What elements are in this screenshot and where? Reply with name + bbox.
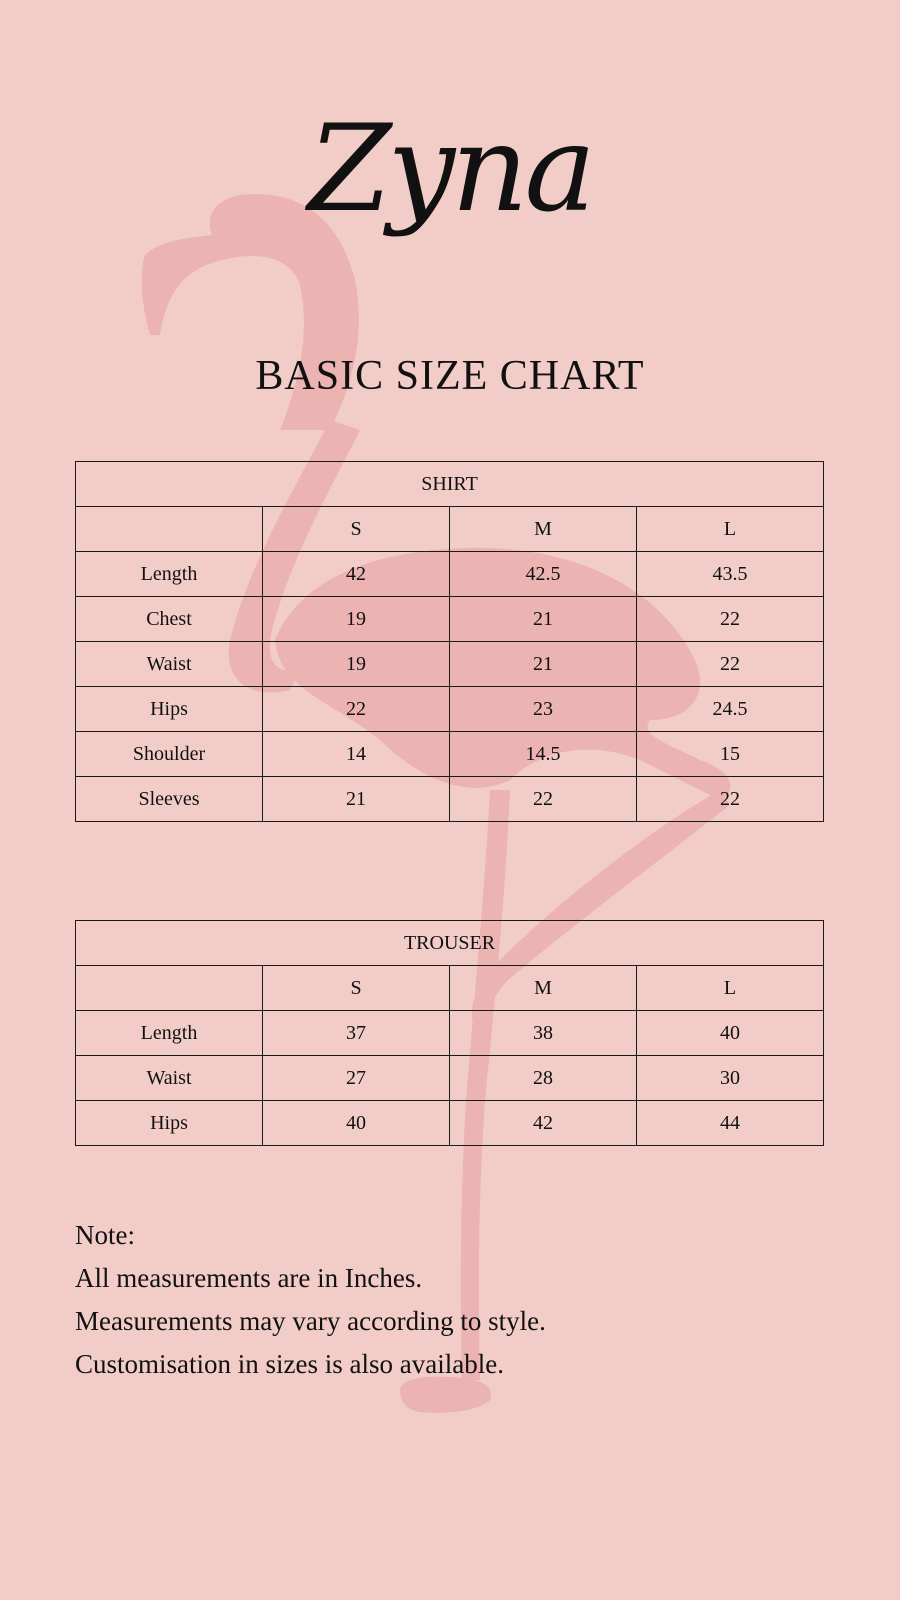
cell: 19: [262, 596, 450, 642]
brand-logo: Zyna: [308, 100, 596, 239]
table-row: Waist 19 21 22: [75, 641, 824, 687]
cell: 23: [449, 686, 637, 732]
cell: 21: [449, 641, 637, 687]
cell: 44: [636, 1100, 824, 1146]
cell: 22: [636, 596, 824, 642]
cell: 14: [262, 731, 450, 777]
note-line: Measurements may vary according to style…: [75, 1306, 546, 1336]
row-label: Shoulder: [75, 731, 263, 777]
table-title: SHIRT: [75, 461, 824, 507]
row-label: Hips: [75, 686, 263, 732]
cell: 24.5: [636, 686, 824, 732]
note-line: Customisation in sizes is also available…: [75, 1349, 504, 1379]
cell: 38: [449, 1010, 637, 1056]
row-label: Waist: [75, 641, 263, 687]
cell: 22: [449, 776, 637, 822]
cell: 42.5: [449, 551, 637, 597]
shirt-size-table: SHIRT S M L Length 42 42.5 43.5 Chest 19 21 22…: [75, 461, 824, 822]
size-header: M: [449, 506, 637, 552]
size-header: M: [449, 965, 637, 1011]
empty-cell: [75, 506, 263, 552]
table-row: Shoulder 14 14.5 15: [75, 731, 824, 777]
table-row: Chest 19 21 22: [75, 596, 824, 642]
cell: 37: [262, 1010, 450, 1056]
table-row: Length 37 38 40: [75, 1010, 824, 1056]
table-row: Hips 40 42 44: [75, 1100, 824, 1146]
note-heading: Note:: [75, 1220, 135, 1250]
size-header-row: S M L: [75, 506, 824, 552]
cell: 28: [449, 1055, 637, 1101]
row-label: Length: [75, 551, 263, 597]
cell: 15: [636, 731, 824, 777]
cell: 22: [262, 686, 450, 732]
note-section: Note: All measurements are in Inches. Me…: [75, 1214, 546, 1386]
cell: 40: [636, 1010, 824, 1056]
table-row: Sleeves 21 22 22: [75, 776, 824, 822]
table-row: Hips 22 23 24.5: [75, 686, 824, 732]
row-label: Chest: [75, 596, 263, 642]
cell: 42: [262, 551, 450, 597]
row-label: Hips: [75, 1100, 263, 1146]
cell: 21: [262, 776, 450, 822]
table-title: TROUSER: [75, 920, 824, 966]
size-header-row: S M L: [75, 965, 824, 1011]
cell: 27: [262, 1055, 450, 1101]
size-header: L: [636, 965, 824, 1011]
cell: 43.5: [636, 551, 824, 597]
cell: 30: [636, 1055, 824, 1101]
table-row: Length 42 42.5 43.5: [75, 551, 824, 597]
row-label: Sleeves: [75, 776, 263, 822]
cell: 19: [262, 641, 450, 687]
note-line: All measurements are in Inches.: [75, 1263, 423, 1293]
table-row: Waist 27 28 30: [75, 1055, 824, 1101]
cell: 22: [636, 776, 824, 822]
page-title: BASIC SIZE CHART: [255, 353, 645, 399]
size-header: S: [262, 965, 450, 1011]
row-label: Length: [75, 1010, 263, 1056]
cell: 22: [636, 641, 824, 687]
row-label: Waist: [75, 1055, 263, 1101]
cell: 21: [449, 596, 637, 642]
size-header: S: [262, 506, 450, 552]
cell: 14.5: [449, 731, 637, 777]
empty-cell: [75, 965, 263, 1011]
trouser-size-table: TROUSER S M L Length 37 38 40 Waist 27 28 30 H…: [75, 920, 824, 1146]
cell: 42: [449, 1100, 637, 1146]
cell: 40: [262, 1100, 450, 1146]
size-header: L: [636, 506, 824, 552]
